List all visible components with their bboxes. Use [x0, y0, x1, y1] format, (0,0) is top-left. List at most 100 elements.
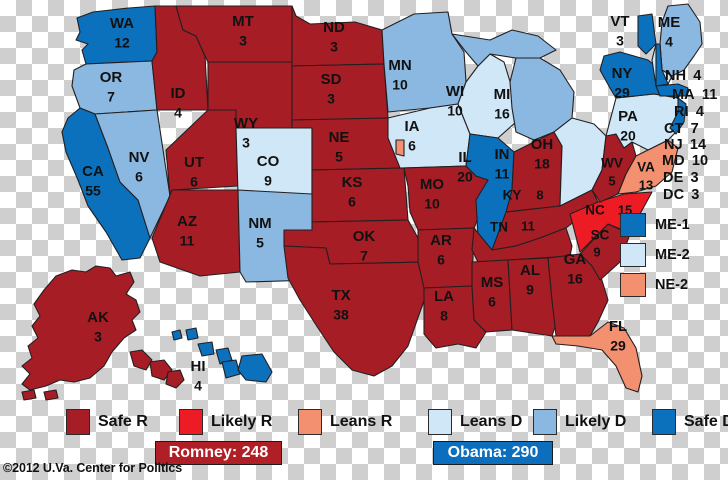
outside-label-ev: 7	[686, 121, 699, 137]
label-OK-ab: OK	[353, 228, 376, 245]
label-WV-ab: WV	[601, 156, 623, 171]
label-AK-ev: 3	[94, 329, 102, 345]
inset-legend-label: ME-2	[655, 247, 690, 263]
outside-label-ab: NJ	[664, 137, 683, 153]
label-KY-ab: KY	[503, 188, 522, 203]
label-TN-ab: TN	[490, 220, 508, 235]
outside-label-ev: 3	[686, 170, 699, 186]
label-OH-ab: OH	[531, 136, 554, 153]
state-shape-TX[interactable]	[283, 245, 429, 377]
label-AK-ab: AK	[87, 309, 109, 326]
state-shape-ND[interactable]	[291, 5, 385, 67]
state-shape-AK-isl2[interactable]	[43, 389, 59, 401]
label-ID-ev: 4	[174, 105, 182, 121]
outside-label-ab: CT	[664, 121, 684, 137]
state-shape-VT[interactable]	[637, 13, 657, 55]
label-CA-ab: CA	[82, 163, 104, 180]
label-MT-ev: 3	[239, 33, 247, 49]
legend-label: Safe D	[684, 413, 728, 430]
state-shape-MA[interactable]	[655, 83, 689, 97]
inset-legend-item-ne-2: NE-2	[620, 272, 690, 298]
label-NM-ev: 5	[256, 235, 264, 251]
state-shape-VA[interactable]	[617, 139, 679, 195]
label-IL-ab: IL	[458, 149, 471, 166]
label-ND-ab: ND	[323, 19, 345, 36]
label-MT-ab: MT	[232, 13, 254, 30]
outside-label-ab: RI	[674, 104, 689, 120]
label-WA-ev: 12	[114, 35, 130, 51]
state-shape-AK[interactable]	[21, 265, 141, 391]
label-GA-ev: 16	[567, 271, 583, 287]
state-shape-AK-tail3[interactable]	[165, 369, 185, 389]
label-IN-ev: 11	[495, 166, 510, 182]
inset-legend-swatch	[620, 213, 646, 237]
label-OH-ev: 18	[534, 156, 550, 172]
category-legend: Safe R Likely R Leans R Leans D Likely D Safe…	[0, 405, 728, 441]
label-MO-ev: 10	[424, 196, 440, 212]
label-AL-ab: AL	[520, 262, 540, 279]
label-SD-ev: 3	[327, 91, 335, 107]
state-shape-AK-isl1[interactable]	[21, 389, 37, 401]
outside-label-dc: DC 3	[663, 187, 699, 203]
label-ME-ev: 4	[665, 34, 673, 50]
label-VT-ev: 3	[616, 33, 624, 49]
outside-label-md: MD 10	[662, 153, 708, 169]
state-shape-NJ-shape[interactable]	[669, 97, 687, 135]
legend-swatch	[652, 409, 676, 435]
state-shape-UT[interactable]	[165, 109, 239, 197]
label-NC-ab: NC	[585, 203, 605, 218]
legend-label: Safe R	[98, 413, 148, 430]
outside-label-ev: 4	[691, 104, 704, 120]
outside-label-ab: MD	[662, 153, 685, 169]
legend-swatch	[428, 409, 452, 435]
label-NM-ab: NM	[248, 215, 271, 232]
obama-total-badge: Obama: 290	[433, 441, 553, 465]
label-WY-ev: 3	[242, 135, 250, 151]
legend-swatch	[298, 409, 322, 435]
label-WV-ev: 5	[608, 173, 615, 188]
outside-label-ev: 11	[697, 87, 718, 103]
label-ME-ab: ME	[658, 14, 681, 31]
label-AZ-ab: AZ	[177, 213, 197, 230]
label-IA-ab: IA	[405, 118, 420, 135]
label-WI-ab: WI	[446, 83, 464, 100]
legend-item-leans-d: Leans D	[428, 409, 522, 435]
label-HI-ev: 4	[194, 378, 202, 394]
legend-swatch	[66, 409, 90, 435]
inset-legend-label: ME-1	[655, 217, 690, 233]
district-split-legend: ME-1 ME-2 NE-2	[620, 212, 690, 302]
label-NY-ev: 29	[614, 85, 630, 101]
state-shape-HI-6[interactable]	[237, 353, 273, 383]
label-NE-ev: 5	[335, 149, 343, 165]
legend-label: Leans D	[460, 413, 523, 430]
label-VA-ab: VA	[637, 160, 655, 175]
label-SC-ev: 9	[593, 244, 600, 259]
state-shape-AK-tail1[interactable]	[129, 349, 153, 371]
legend-item-safe-r: Safe R	[66, 409, 148, 435]
state-shape-HI-5[interactable]	[221, 359, 241, 379]
state-shape-HI-4[interactable]	[215, 347, 233, 365]
legend-label: Leans R	[330, 413, 393, 430]
state-shape-HI-2[interactable]	[185, 327, 199, 341]
label-MN-ev: 10	[392, 77, 408, 93]
state-shape-HI-3[interactable]	[197, 341, 215, 357]
label-UT-ev: 6	[190, 174, 198, 190]
label-LA-ev: 8	[440, 308, 448, 324]
state-shape-NE2[interactable]	[395, 139, 405, 157]
state-shape-FL[interactable]	[551, 321, 643, 393]
state-shape-TN[interactable]	[471, 227, 573, 263]
state-shape-NH[interactable]	[655, 43, 669, 87]
state-shape-HI-1[interactable]	[171, 329, 183, 341]
label-FL-ev: 29	[610, 338, 626, 354]
outside-label-ct: CT 7	[664, 121, 699, 137]
label-PA-ab: PA	[618, 108, 638, 125]
label-AZ-ev: 11	[180, 233, 195, 249]
label-ID-ab: ID	[171, 85, 186, 102]
inset-legend-label: NE-2	[655, 277, 689, 293]
inset-legend-swatch	[620, 243, 646, 267]
state-shape-NV[interactable]	[94, 109, 171, 239]
copyright-notice: ©2012 U.Va. Center for Politics	[3, 461, 183, 475]
state-shape-ME[interactable]	[659, 3, 703, 77]
label-WI-ev: 10	[447, 103, 463, 119]
